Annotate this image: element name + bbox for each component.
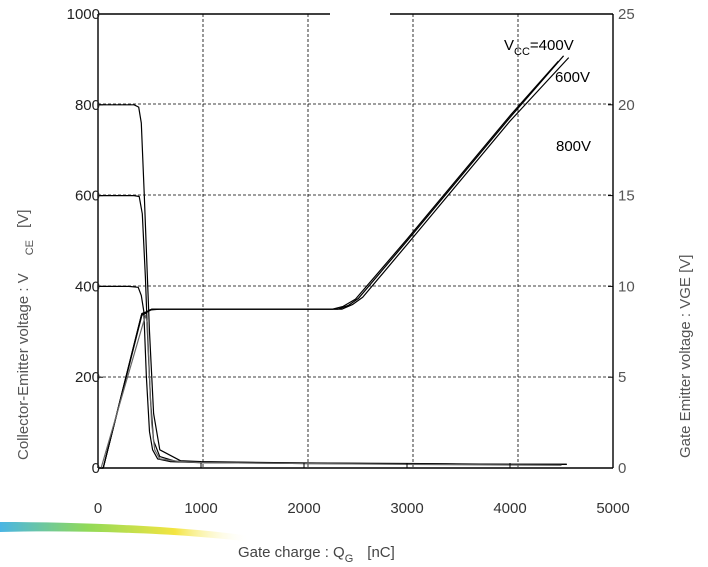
y-right-tick-label: 0 [618, 460, 626, 477]
annotation-800v: 800V [556, 138, 591, 155]
x-tick-label: 0 [94, 500, 102, 517]
series-line-5 [98, 55, 565, 469]
y-left-tick-label: 400 [75, 278, 100, 295]
annotation-vcc-400v: VCC=400V [504, 37, 574, 58]
y-right-tick-label: 10 [618, 278, 635, 295]
y-right-tick-label: 15 [618, 188, 635, 205]
series-line-7 [98, 314, 562, 469]
series-line-4 [98, 60, 559, 469]
grid [98, 14, 613, 468]
series-line-1 [98, 285, 567, 465]
x-tick-label: 3000 [390, 500, 423, 517]
decorative-swoosh [0, 522, 250, 542]
x-tick-label: 5000 [596, 500, 629, 517]
y-left-tick-label: 200 [75, 369, 100, 386]
y-left-tick-label: 600 [75, 188, 100, 205]
y-left-tick-label: 800 [75, 97, 100, 114]
tick-layer: 0 1000 2000 3000 4000 5000 0 200 400 600 800 1000 0 5… [67, 6, 635, 517]
y-left-tick-label: 0 [92, 460, 100, 477]
plot-frame [97, 13, 614, 469]
y-right-tick-label: 5 [618, 369, 626, 386]
x-tick-label: 1000 [184, 500, 217, 517]
x-axis-label: Gate charge : QG [nC] [238, 544, 395, 565]
series-line-2 [98, 195, 567, 465]
x-tick-label: 4000 [493, 500, 526, 517]
annotation-600v: 600V [555, 69, 590, 86]
series-line-6 [98, 57, 570, 469]
y-right-tick-label: 25 [618, 6, 635, 23]
series-line-3 [98, 104, 567, 465]
y-right-tick-label: 20 [618, 97, 635, 114]
y-axis-left-label: Collector-Emitter voltage : VCE[V] [15, 210, 36, 460]
y-axis-right-label: Gate Emitter voltage : VGE [V] [677, 255, 694, 458]
series-layer [98, 55, 570, 469]
y-left-tick-label: 1000 [67, 6, 100, 23]
x-tick-label: 2000 [287, 500, 320, 517]
